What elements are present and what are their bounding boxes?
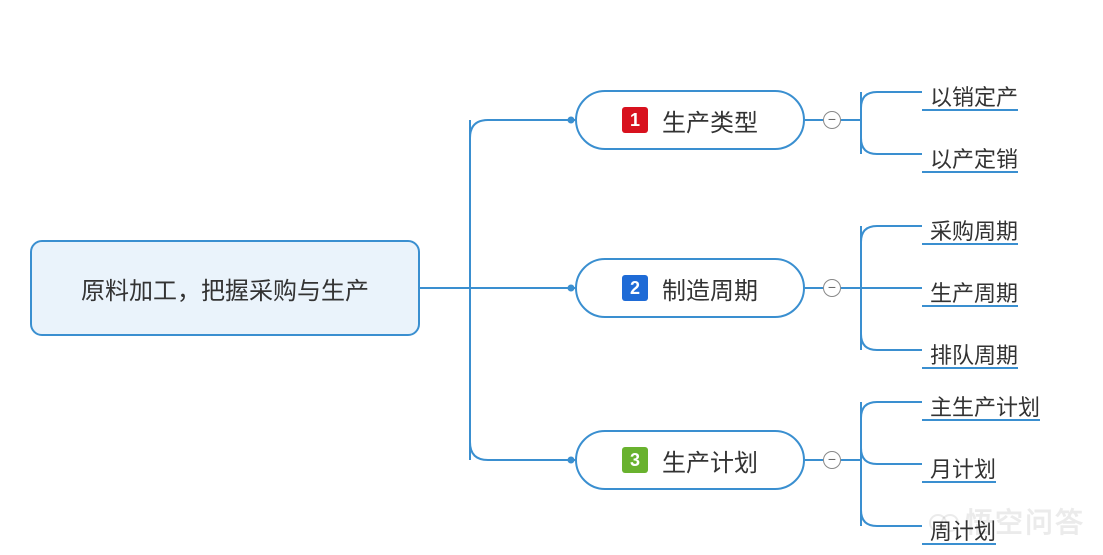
leaf-label: 以产定销 [930, 142, 1018, 174]
root-node: 原料加工，把握采购与生产 [30, 240, 420, 336]
leaf-label: 以销定产 [930, 80, 1018, 112]
watermark-text: 悟空问答 [965, 501, 1085, 541]
leaf-label: 月计划 [930, 452, 996, 484]
collapse-toggle[interactable] [823, 451, 841, 469]
branch-node-3[interactable]: 3 生产计划 [575, 430, 805, 490]
branch-node-2[interactable]: 2 制造周期 [575, 258, 805, 318]
root-label: 原料加工，把握采购与生产 [81, 271, 369, 306]
watermark: 悟空问答 [929, 501, 1085, 541]
leaf-label: 主生产计划 [930, 390, 1040, 422]
collapse-toggle[interactable] [823, 111, 841, 129]
branch-label: 制造周期 [662, 271, 758, 306]
branch-badge-1: 1 [622, 107, 648, 133]
branch-node-1[interactable]: 1 生产类型 [575, 90, 805, 150]
watermark-icon [929, 511, 959, 531]
leaf-label: 采购周期 [930, 214, 1018, 246]
collapse-toggle[interactable] [823, 279, 841, 297]
leaf-label: 排队周期 [930, 338, 1018, 370]
leaf-label: 生产周期 [930, 276, 1018, 308]
branch-label: 生产类型 [662, 103, 758, 138]
branch-label: 生产计划 [662, 443, 758, 478]
branch-badge-2: 2 [622, 275, 648, 301]
branch-badge-3: 3 [622, 447, 648, 473]
